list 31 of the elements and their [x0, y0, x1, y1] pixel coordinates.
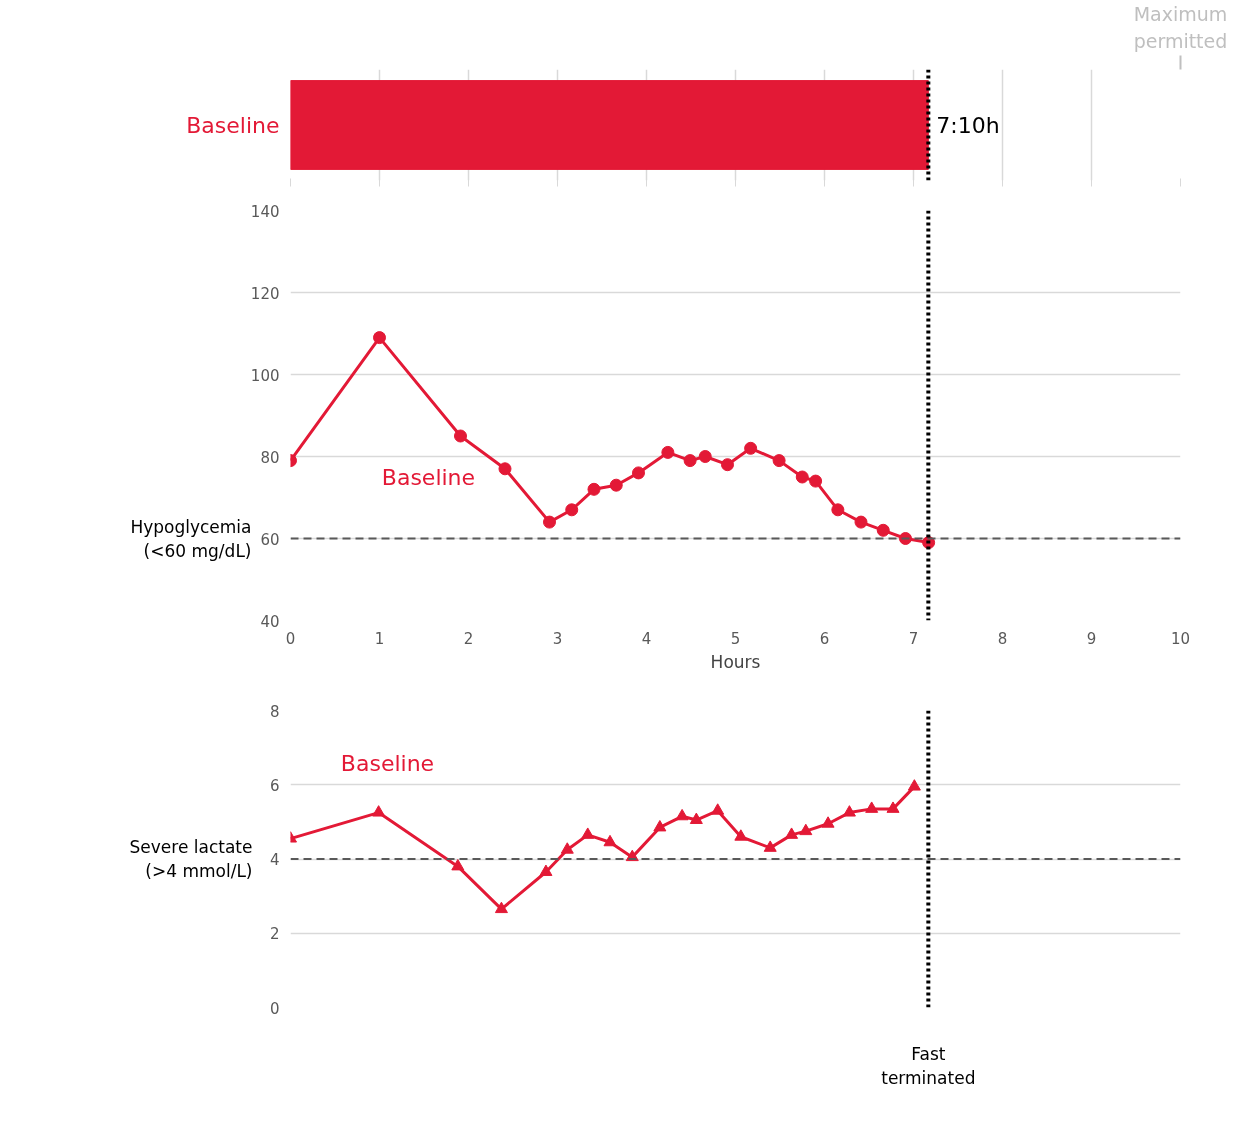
series-label: Baseline: [340, 751, 435, 777]
y-tick-label: 80: [260, 448, 280, 467]
y-tick-label: 6: [269, 776, 280, 795]
ref-line-label: Fast terminated: [881, 1043, 976, 1088]
y-tick-label: 4: [269, 851, 280, 869]
x-tick-label: 2: [463, 629, 474, 648]
x-tick-label: 3: [552, 629, 563, 648]
y-tick-label: 8: [269, 702, 280, 721]
x-tick-label: 0: [285, 629, 296, 648]
y-tick-label: 100: [250, 366, 280, 385]
y-tick-label: 2: [269, 925, 280, 944]
y-tick-label: 40: [260, 612, 280, 631]
x-tick-label: 9: [1086, 629, 1097, 648]
x-tick-label: 8: [997, 629, 1008, 648]
text: Maximum permitted: [1133, 3, 1228, 52]
x-tick-label: 7: [908, 629, 919, 648]
y-tick-label: Baseline: [186, 112, 280, 138]
ref-line-label: Severe lactate (>4 mmol/L): [129, 837, 253, 881]
x-tick-label: 1: [374, 629, 385, 648]
y-tick-label: 60: [260, 530, 280, 549]
y-tick-label: 0: [269, 999, 280, 1018]
x-tick-label: 4: [641, 629, 652, 648]
y-tick-label: 120: [250, 284, 280, 303]
data-label: 7:10h: [936, 112, 1000, 138]
x-tick-label: 6: [819, 629, 830, 648]
x-tick-label: 10: [1170, 629, 1191, 648]
ref-line-label: Hypoglycemia (<60 mg/dL): [130, 516, 252, 561]
y-tick-label: 140: [250, 202, 280, 221]
x-tick-label: 5: [730, 629, 741, 648]
x-axis-title: Hours: [710, 651, 761, 672]
series-label: Baseline: [381, 464, 476, 490]
